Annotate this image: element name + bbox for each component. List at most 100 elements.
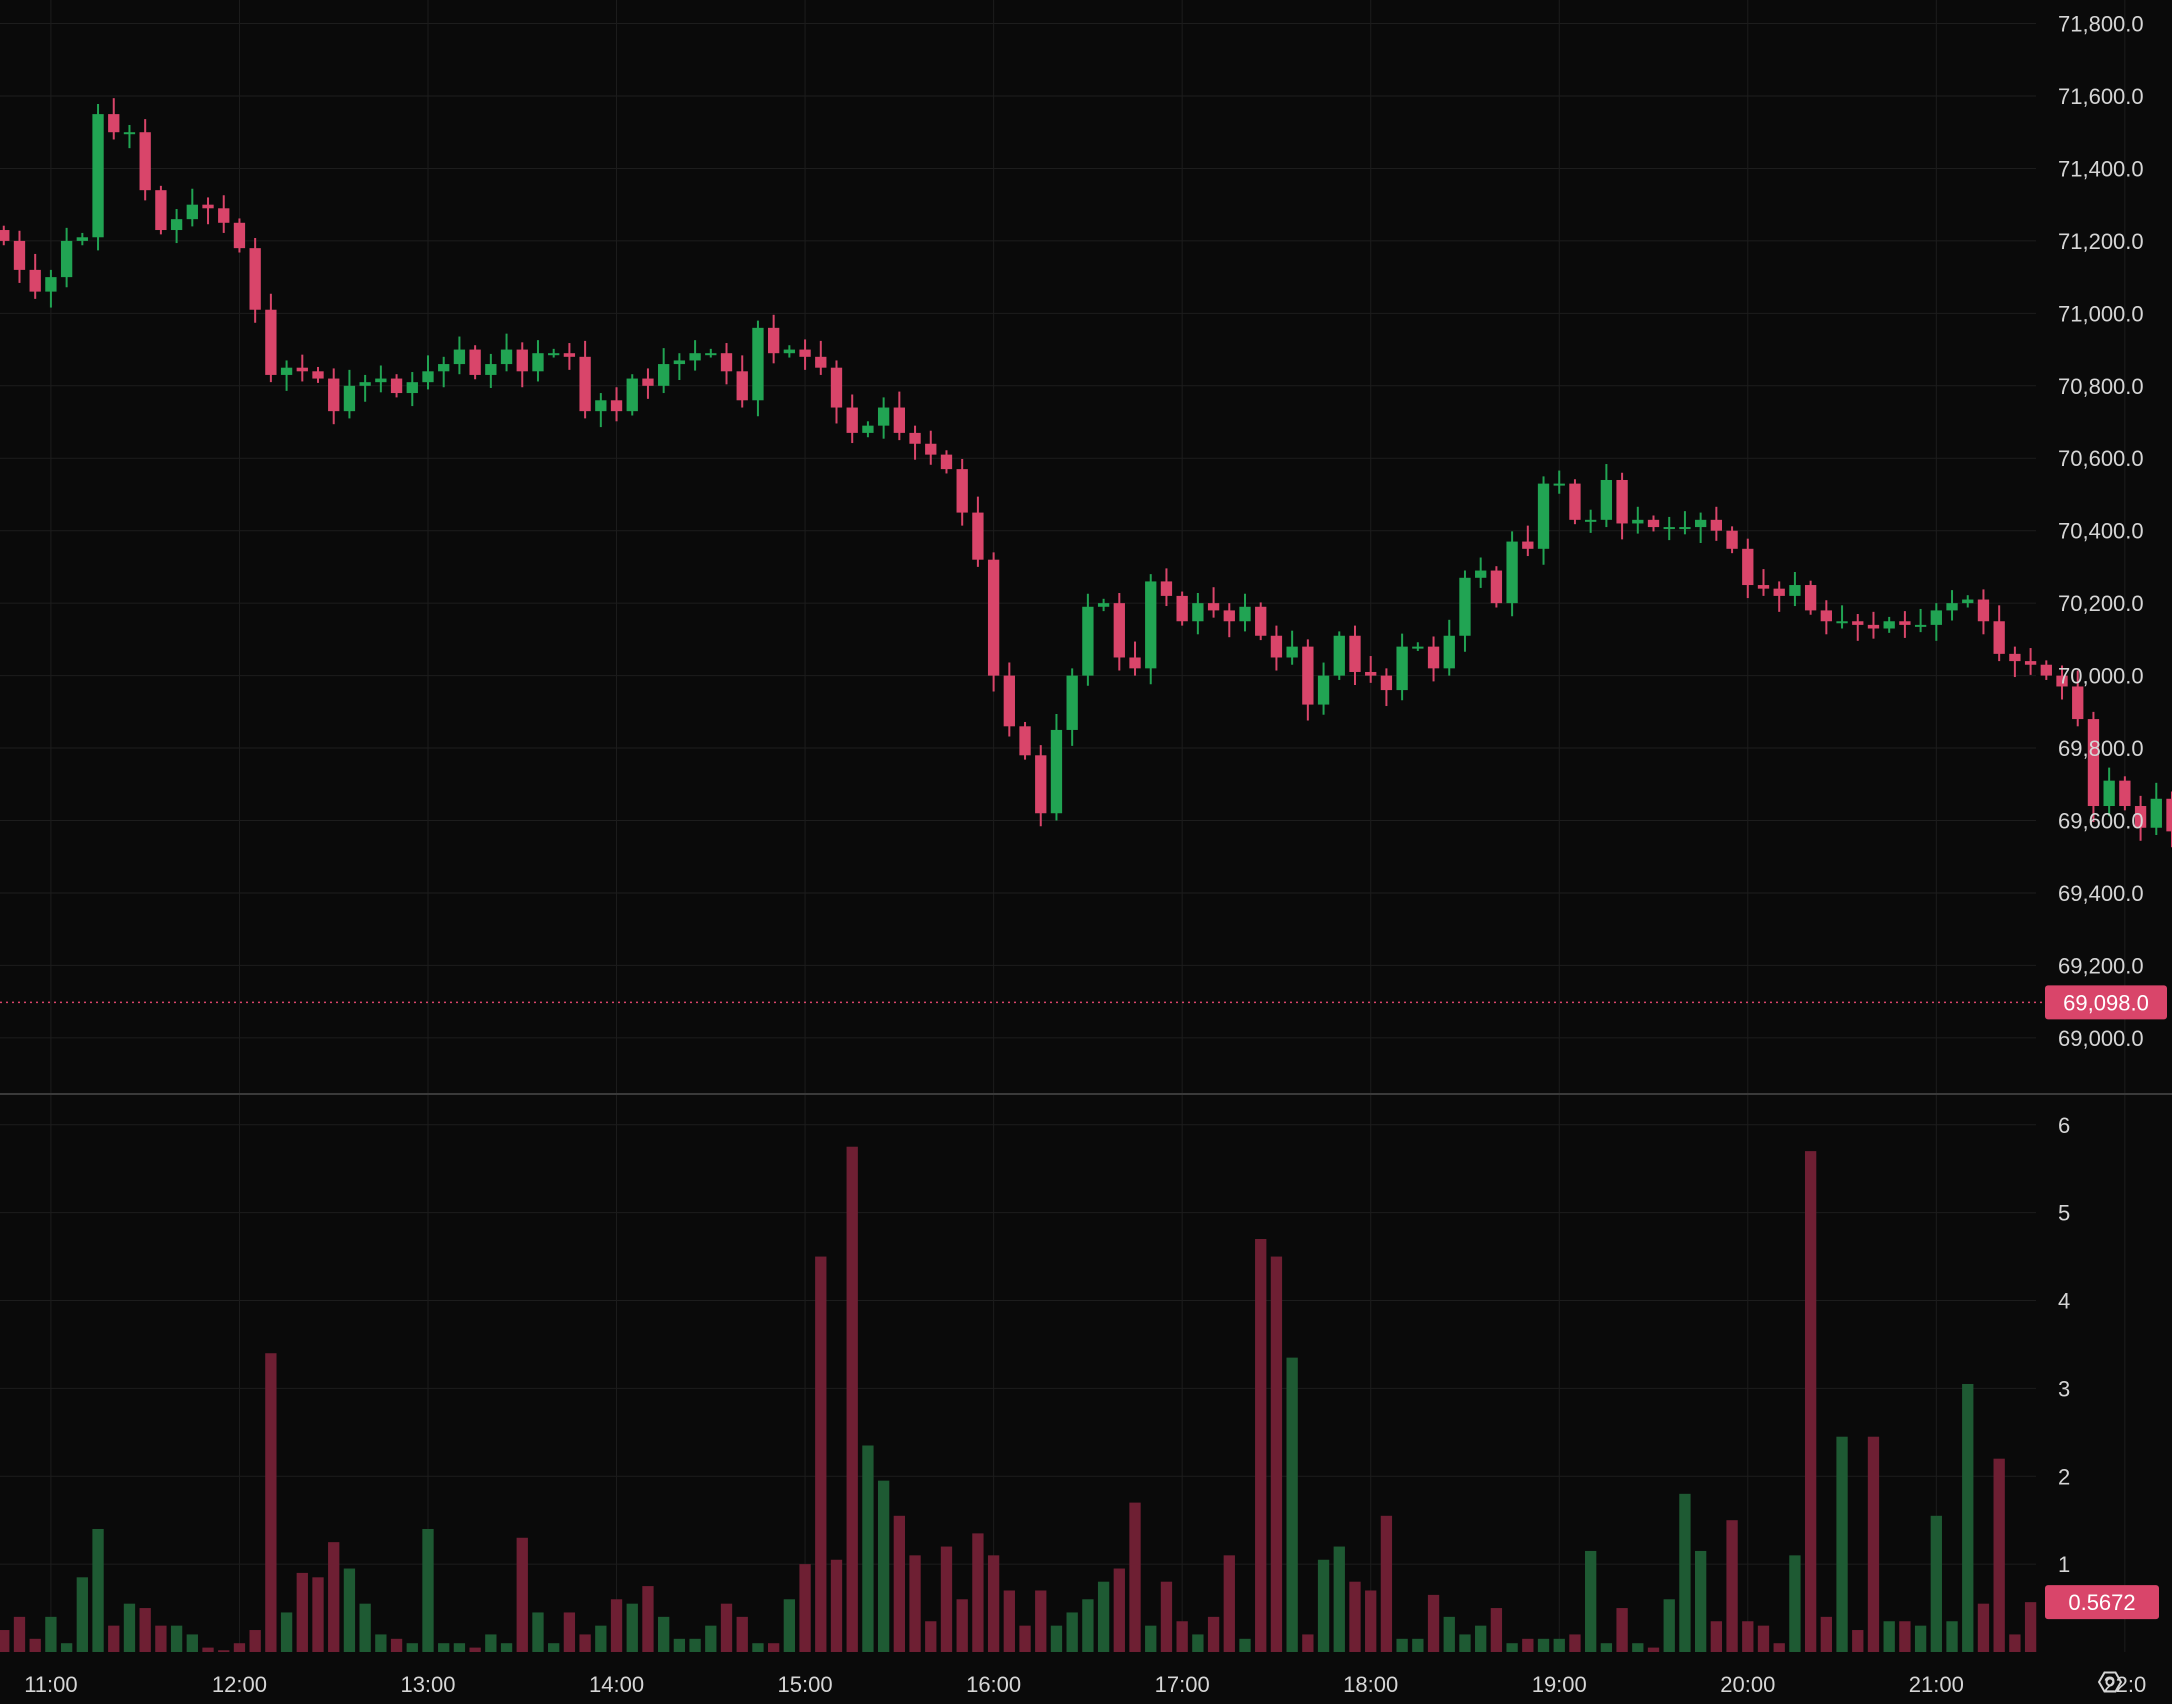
volume-bar[interactable] [1035, 1590, 1047, 1652]
volume-bar[interactable] [1223, 1555, 1235, 1652]
volume-bar[interactable] [987, 1555, 1000, 1652]
candle[interactable] [972, 496, 984, 567]
candle[interactable] [752, 320, 764, 417]
volume-bar[interactable] [1946, 1621, 1958, 1652]
candle[interactable] [1899, 611, 1911, 638]
volume-bar[interactable] [249, 1630, 261, 1652]
candle[interactable] [658, 348, 670, 394]
volume-bar[interactable] [1459, 1634, 1471, 1652]
candle[interactable] [218, 195, 230, 233]
candle[interactable] [343, 369, 356, 419]
volume-bar[interactable] [1726, 1520, 1738, 1652]
candle[interactable] [1694, 512, 1707, 544]
volume-bar[interactable] [123, 1603, 136, 1652]
candle[interactable] [1333, 631, 1345, 680]
candle[interactable] [1050, 713, 1063, 821]
candle[interactable] [1066, 668, 1078, 746]
volume-bar[interactable] [705, 1625, 717, 1652]
candle[interactable] [1789, 571, 1801, 607]
candle[interactable] [1349, 625, 1361, 686]
volume-bar[interactable] [1412, 1638, 1424, 1652]
candle[interactable] [2119, 776, 2131, 811]
volume-bar[interactable] [1899, 1621, 1911, 1652]
volume-bar[interactable] [1286, 1357, 1298, 1652]
candle[interactable] [1286, 630, 1298, 665]
candle[interactable] [862, 421, 874, 438]
volume-bar[interactable] [532, 1612, 544, 1652]
candle[interactable] [2056, 665, 2068, 700]
candle[interactable] [170, 209, 183, 244]
volume-bar[interactable] [1207, 1616, 1220, 1652]
candle[interactable] [1459, 570, 1471, 652]
volume-bar[interactable] [642, 1586, 654, 1652]
volume-bar[interactable] [186, 1634, 198, 1652]
candle[interactable] [139, 119, 151, 201]
volume-bar[interactable] [846, 1146, 858, 1652]
candle[interactable] [1506, 531, 1518, 617]
candle[interactable] [610, 387, 623, 422]
volume-bar[interactable] [1867, 1436, 1880, 1652]
volume-bar[interactable] [799, 1564, 811, 1652]
candle[interactable] [1365, 656, 1377, 683]
candle[interactable] [579, 340, 591, 419]
volume-bar[interactable] [2009, 1634, 2021, 1652]
volume-bar[interactable] [1113, 1568, 1125, 1652]
candle[interactable] [233, 218, 246, 253]
settings-button[interactable] [2097, 1671, 2123, 1693]
volume-axis[interactable]: 6 5 4 3 2 1 [2058, 1113, 2070, 1577]
volume-bar[interactable] [1757, 1625, 1770, 1652]
volume-bar[interactable] [626, 1603, 638, 1652]
candle[interactable] [1396, 633, 1408, 701]
volume-bar[interactable] [359, 1603, 371, 1652]
volume-bar[interactable] [453, 1643, 466, 1652]
candle[interactable] [940, 450, 953, 474]
volume-bar[interactable] [438, 1643, 450, 1652]
candle[interactable] [1160, 568, 1173, 607]
candle[interactable] [2103, 767, 2115, 817]
candle[interactable] [438, 356, 450, 388]
candle[interactable] [736, 355, 748, 408]
candle[interactable] [1962, 595, 1974, 608]
volume-bar[interactable] [202, 1647, 214, 1652]
volume-bar[interactable] [610, 1599, 623, 1652]
volume-bar[interactable] [1569, 1634, 1581, 1652]
candle[interactable] [767, 314, 780, 364]
volume-bar[interactable] [155, 1625, 167, 1652]
volume-bar[interactable] [375, 1634, 387, 1652]
volume-bar[interactable] [1365, 1590, 1377, 1652]
volume-bar[interactable] [1647, 1647, 1660, 1652]
candle[interactable] [375, 365, 387, 393]
candle[interactable] [1019, 721, 1031, 760]
candle[interactable] [1239, 593, 1251, 632]
candle[interactable] [1632, 506, 1644, 534]
volume-bar[interactable] [76, 1577, 88, 1652]
volume-bar[interactable] [296, 1572, 308, 1652]
candle[interactable] [249, 237, 261, 323]
candle[interactable] [987, 552, 1000, 692]
candle[interactable] [123, 124, 136, 149]
candle[interactable] [1207, 587, 1220, 618]
volume-bar[interactable] [485, 1634, 497, 1652]
candle[interactable] [1883, 616, 1895, 633]
candle[interactable] [1443, 619, 1455, 676]
candle[interactable] [29, 253, 41, 299]
candle[interactable] [1647, 515, 1660, 532]
candle[interactable] [1914, 608, 1927, 633]
volume-bar[interactable] [1632, 1643, 1644, 1652]
candle[interactable] [1600, 464, 1613, 528]
volume-bar[interactable] [1914, 1625, 1927, 1652]
candle[interactable] [1176, 591, 1188, 626]
candle[interactable] [155, 185, 167, 235]
volume-bar[interactable] [689, 1638, 701, 1652]
volume-bar[interactable] [312, 1577, 324, 1652]
volume-bar[interactable] [13, 1616, 26, 1652]
volume-bar[interactable] [233, 1643, 246, 1652]
volume-bar[interactable] [925, 1621, 937, 1652]
candle[interactable] [1820, 600, 1832, 635]
volume-bar[interactable] [1192, 1634, 1204, 1652]
candle[interactable] [1553, 470, 1565, 494]
candle[interactable] [0, 225, 10, 246]
candle[interactable] [1192, 593, 1204, 635]
